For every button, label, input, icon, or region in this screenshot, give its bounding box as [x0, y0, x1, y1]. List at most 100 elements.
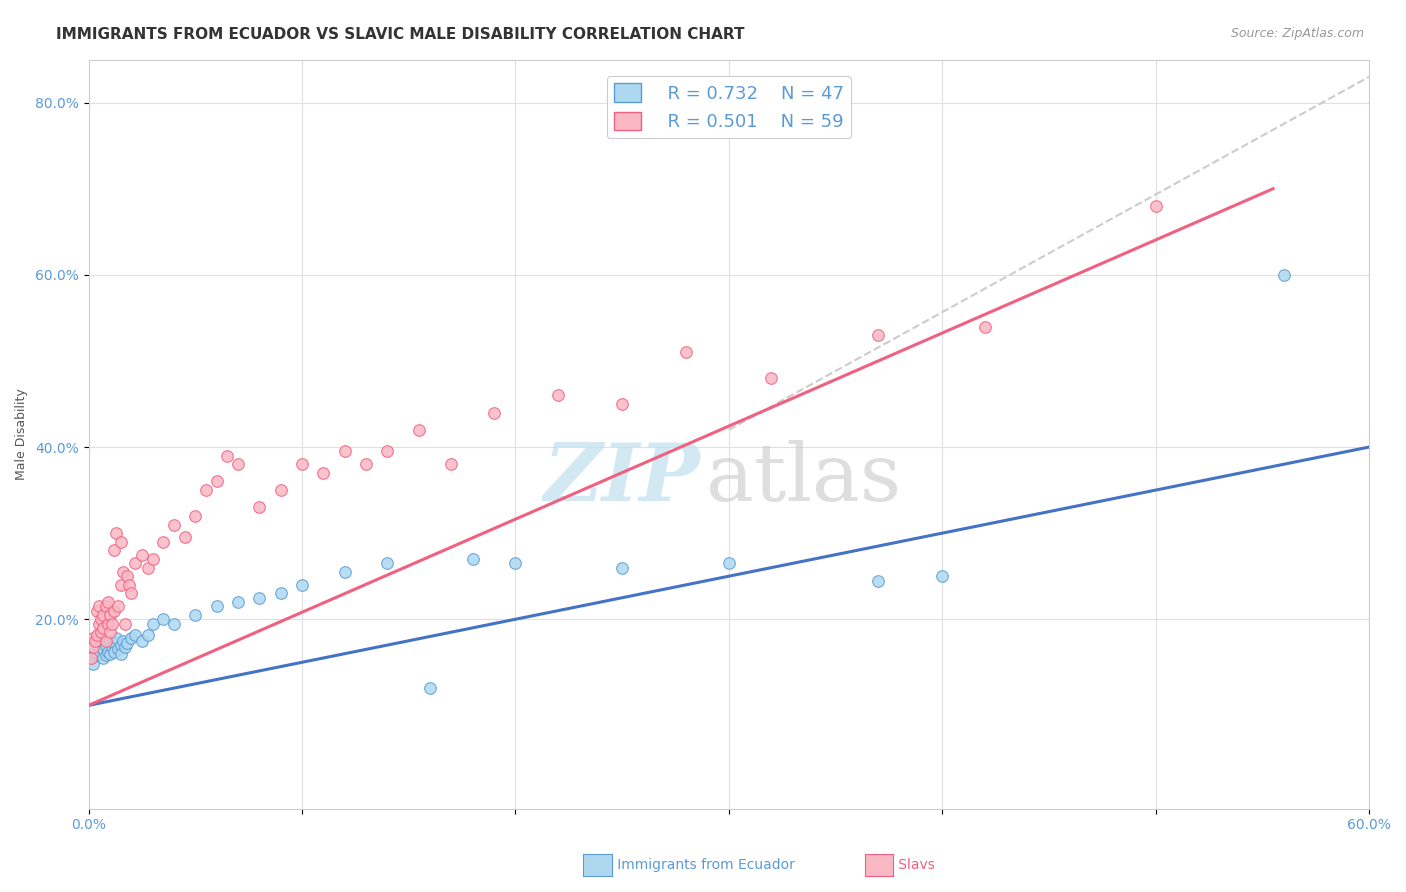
- Point: [94, 648, 117, 663]
- Point: [89, 647, 111, 661]
- Point: [115, 635, 138, 649]
- Point: [79, 651, 101, 665]
- Point: [118, 578, 141, 592]
- Point: [103, 645, 125, 659]
- Point: [103, 604, 125, 618]
- Point: [94, 638, 117, 652]
- Point: [110, 638, 132, 652]
- Point: [205, 475, 228, 489]
- Point: [217, 449, 239, 463]
- Point: [1144, 199, 1167, 213]
- Point: [142, 616, 165, 631]
- Point: [120, 586, 142, 600]
- Point: [270, 586, 292, 600]
- Point: [103, 543, 125, 558]
- Point: [98, 607, 121, 622]
- Point: [115, 569, 138, 583]
- Point: [103, 636, 125, 650]
- Point: [184, 607, 207, 622]
- Point: [124, 628, 146, 642]
- Point: [761, 371, 783, 385]
- Point: [93, 607, 115, 622]
- Point: [375, 556, 398, 570]
- Point: [98, 633, 121, 648]
- Point: [107, 599, 129, 614]
- Point: [90, 612, 112, 626]
- Point: [110, 534, 132, 549]
- Point: [291, 578, 314, 592]
- Point: [131, 548, 153, 562]
- Point: [94, 599, 117, 614]
- Point: [98, 625, 121, 640]
- Point: [142, 552, 165, 566]
- Point: [114, 616, 136, 631]
- Point: [291, 457, 314, 471]
- Point: [247, 500, 270, 515]
- Point: [226, 457, 249, 471]
- Point: [247, 591, 270, 605]
- Point: [505, 556, 527, 570]
- Point: [98, 647, 121, 661]
- Point: [94, 633, 117, 648]
- Point: [93, 642, 115, 657]
- Point: [84, 633, 107, 648]
- Point: [82, 640, 104, 654]
- Text: atlas: atlas: [706, 440, 901, 518]
- Point: [482, 406, 505, 420]
- Point: [111, 565, 134, 579]
- Point: [333, 444, 356, 458]
- Point: [86, 648, 108, 663]
- Point: [868, 328, 890, 343]
- Point: [93, 621, 115, 635]
- Point: [86, 604, 108, 618]
- Point: [90, 636, 112, 650]
- Text: Immigrants from Ecuador: Immigrants from Ecuador: [591, 858, 794, 872]
- Point: [226, 595, 249, 609]
- Point: [84, 645, 107, 659]
- Point: [610, 397, 633, 411]
- Point: [375, 444, 398, 458]
- Point: [547, 388, 569, 402]
- Point: [419, 681, 441, 695]
- Point: [101, 616, 124, 631]
- Point: [97, 616, 120, 631]
- Point: [136, 560, 159, 574]
- Point: [136, 628, 159, 642]
- Point: [110, 578, 132, 592]
- Point: [107, 642, 129, 657]
- Point: [86, 628, 108, 642]
- Point: [89, 616, 111, 631]
- Point: [97, 595, 120, 609]
- Point: [354, 457, 377, 471]
- Point: [184, 508, 207, 523]
- Point: [82, 657, 104, 671]
- Point: [90, 625, 112, 640]
- Point: [114, 640, 136, 654]
- Point: [152, 612, 174, 626]
- Point: [333, 565, 356, 579]
- Point: [120, 631, 142, 645]
- Point: [82, 631, 104, 645]
- Text: Source: ZipAtlas.com: Source: ZipAtlas.com: [1230, 27, 1364, 40]
- Point: [110, 647, 132, 661]
- Point: [105, 631, 128, 645]
- Point: [868, 574, 890, 588]
- Point: [89, 599, 111, 614]
- Point: [675, 345, 697, 359]
- Point: [270, 483, 292, 497]
- Point: [461, 552, 484, 566]
- Point: [173, 531, 195, 545]
- Point: [408, 423, 430, 437]
- Point: [105, 526, 128, 541]
- Point: [97, 645, 120, 659]
- Point: [131, 633, 153, 648]
- Point: [717, 556, 740, 570]
- Text: ZIP: ZIP: [544, 441, 700, 518]
- Point: [931, 569, 953, 583]
- Point: [93, 651, 115, 665]
- Point: [163, 517, 186, 532]
- Point: [312, 466, 335, 480]
- Point: [194, 483, 217, 497]
- Point: [163, 616, 186, 631]
- Text: IMMIGRANTS FROM ECUADOR VS SLAVIC MALE DISABILITY CORRELATION CHART: IMMIGRANTS FROM ECUADOR VS SLAVIC MALE D…: [56, 27, 745, 42]
